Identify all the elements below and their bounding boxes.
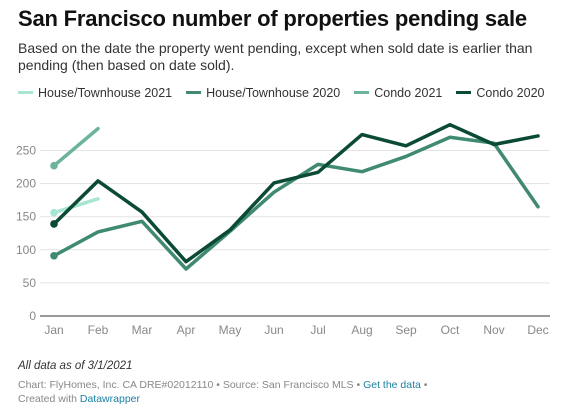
chart-footer: Chart: FlyHomes, Inc. CA DRE#02012110 • … [18, 378, 558, 406]
footer-separator: • [420, 379, 428, 391]
y-tick-label: 50 [23, 276, 37, 290]
y-tick-label: 250 [16, 143, 36, 157]
x-tick-label: May [219, 323, 242, 337]
y-tick-label: 100 [16, 243, 36, 257]
x-tick-label: Jan [44, 323, 63, 337]
x-tick-label: Feb [88, 323, 109, 337]
legend-item: House/Townhouse 2020 [186, 86, 340, 100]
legend-label: Condo 2020 [476, 86, 545, 100]
data-note: All data as of 3/1/2021 [18, 360, 133, 372]
chart-subtitle: Based on the date the property went pend… [18, 40, 533, 73]
x-tick-label: Mar [132, 323, 153, 337]
legend-swatch [186, 91, 202, 95]
legend-label: House/Townhouse 2021 [38, 86, 173, 100]
line-chart: 0 50 100 150 200 250 Jan Feb Mar Apr May Jun Jul Aug S… [16, 122, 550, 337]
legend-swatch [18, 91, 33, 95]
legend-label: Condo 2021 [374, 86, 443, 100]
x-tick-label: Aug [351, 323, 372, 337]
series-start-point [50, 161, 58, 170]
legend-swatch [354, 91, 370, 95]
series-line [52, 197, 100, 215]
legend-item: House/Townhouse 2021 [18, 86, 172, 100]
get-data-link[interactable]: Get the data [363, 379, 421, 391]
series-start-point [50, 251, 58, 260]
y-tick-label: 200 [16, 177, 36, 191]
chart-title: San Francisco number of properties pendi… [18, 6, 527, 31]
series-start-point [50, 208, 58, 217]
credit-text: Chart: FlyHomes, Inc. CA DRE#02012110 • … [18, 379, 364, 391]
x-tick-label: Jun [264, 323, 283, 337]
y-tick-label: 0 [29, 309, 36, 323]
series-line [52, 126, 100, 168]
legend-item: Condo 2020 [456, 86, 545, 100]
datawrapper-link[interactable]: Datawrapper [79, 393, 140, 405]
legend-label: House/Townhouse 2020 [206, 86, 341, 100]
legend-item: Condo 2021 [354, 86, 442, 100]
x-tick-label: Oct [441, 323, 460, 337]
series-start-point [50, 220, 58, 228]
x-tick-label: Sep [395, 323, 417, 337]
legend: House/Townhouse 2021 House/Townhouse 2020… [18, 86, 559, 100]
y-tick-label: 150 [16, 210, 36, 224]
x-tick-label: Jul [310, 323, 325, 337]
legend-swatch [456, 91, 472, 95]
created-with-text: Created with [18, 393, 80, 405]
x-tick-label: Dec [527, 323, 548, 337]
series-line [52, 122, 540, 264]
x-tick-label: Apr [177, 323, 196, 337]
x-tick-label: Nov [483, 323, 504, 337]
